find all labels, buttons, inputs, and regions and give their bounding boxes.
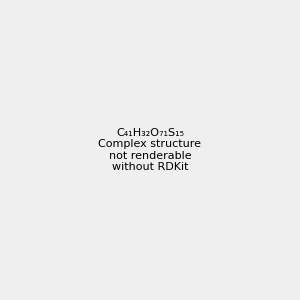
Text: C₄₁H₃₂O₇₁S₁₅
Complex structure
not renderable
without RDKit: C₄₁H₃₂O₇₁S₁₅ Complex structure not rende… <box>98 128 202 172</box>
